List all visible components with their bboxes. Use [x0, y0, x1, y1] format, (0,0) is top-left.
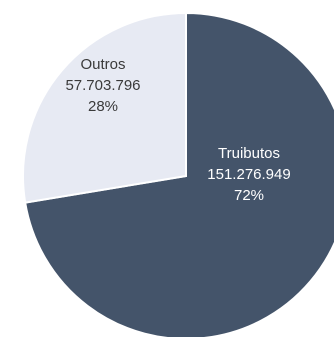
slice-percent-label: 28% [88, 98, 118, 115]
slice-percent-label: 72% [234, 187, 264, 204]
data-label-truibutos: Truibutos 151.276.949 72% [207, 145, 290, 204]
data-label-outros: Outros 57.703.796 28% [65, 56, 140, 115]
slice-name-label: Truibutos [218, 145, 280, 162]
slice-value-label: 151.276.949 [207, 166, 290, 183]
slice-name-label: Outros [80, 56, 125, 73]
slices-layer [22, 11, 334, 337]
labels-layer: Truibutos 151.276.949 72% Outros 57.703.796 2… [65, 56, 290, 204]
pie-slice-truibutos [24, 11, 334, 337]
pie-slice-outros [22, 11, 187, 204]
slice-value-label: 57.703.796 [65, 77, 140, 94]
